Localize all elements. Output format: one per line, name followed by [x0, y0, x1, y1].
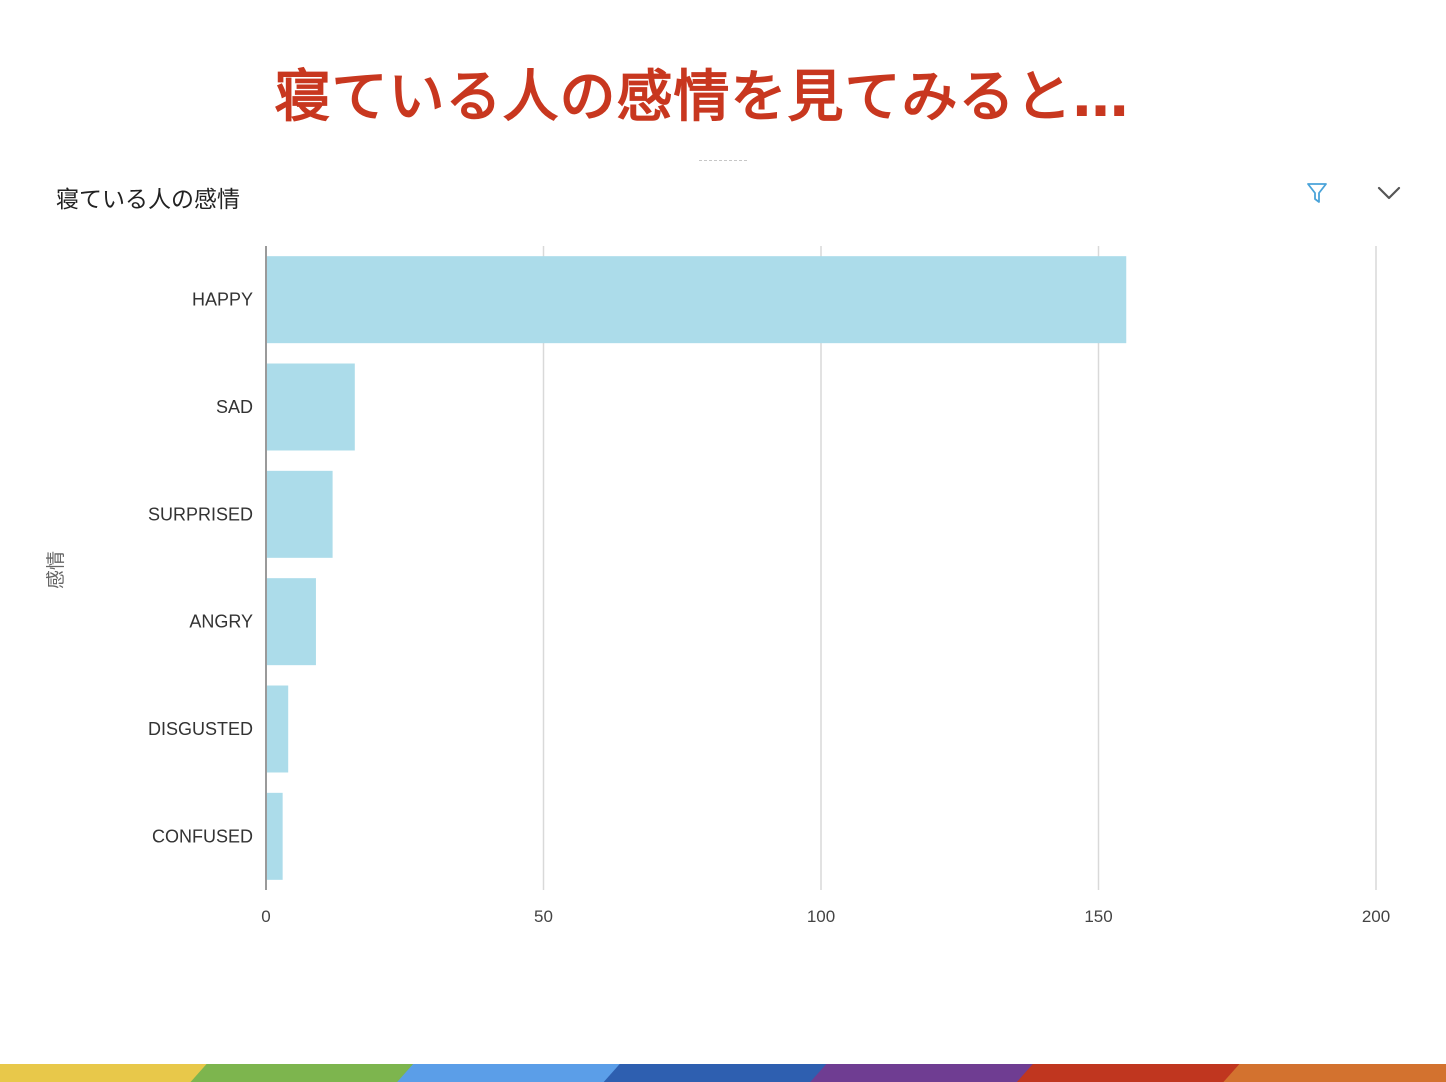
bar [266, 470, 333, 558]
rainbow-segment [190, 1064, 430, 1082]
x-tick-label: 100 [807, 907, 835, 926]
category-label: HAPPY [192, 290, 253, 310]
rainbow-segment [1016, 1064, 1256, 1082]
bar [266, 685, 289, 773]
category-label: ANGRY [189, 612, 253, 632]
rainbow-segment [397, 1064, 636, 1082]
panel-title: 寝ている人の感情 [56, 187, 240, 213]
x-tick-label: 0 [261, 907, 270, 926]
bar-chart: 0 50 100 150 200 HAPPY SAD SURPRISED ANGRY DISGUS… [45, 246, 1390, 926]
rainbow-segment [1223, 1064, 1446, 1082]
filter-icon[interactable] [1304, 180, 1330, 206]
bar [266, 792, 283, 880]
drag-handle[interactable] [699, 160, 747, 161]
slide-title: 寝ている人の感情を見てみると… [274, 65, 1130, 130]
category-label: DISGUSTED [148, 719, 253, 739]
category-label: SAD [216, 397, 253, 417]
rainbow-segment [0, 1064, 223, 1082]
chevron-down-icon[interactable] [1375, 180, 1403, 206]
rainbow-segment [603, 1064, 843, 1082]
category-label: SURPRISED [148, 504, 253, 524]
bar [266, 256, 1127, 344]
x-tick-label: 150 [1084, 907, 1112, 926]
rainbow-footer-band [0, 1064, 1446, 1082]
bar [266, 578, 316, 666]
rainbow-segment [810, 1064, 1049, 1082]
x-tick-label: 50 [534, 907, 553, 926]
x-tick-label: 200 [1362, 907, 1390, 926]
y-axis-title: 感情 [45, 551, 67, 589]
bar [266, 363, 355, 451]
category-label: CONFUSED [152, 826, 253, 846]
